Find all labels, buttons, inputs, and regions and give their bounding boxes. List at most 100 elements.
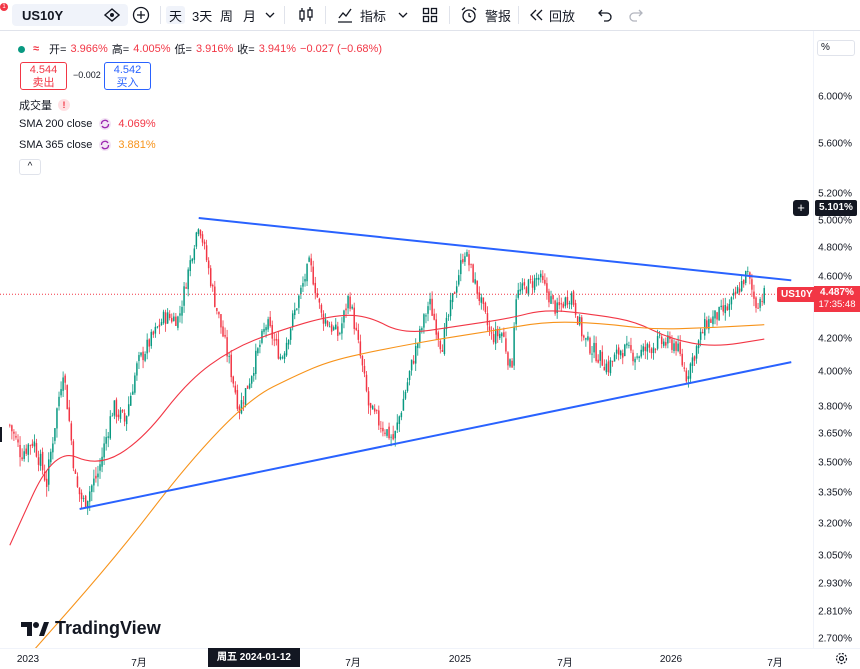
sma365-indicator-row[interactable]: SMA 365 close 3.881% [19, 138, 156, 152]
candle-body [279, 356, 282, 359]
candle-body [132, 391, 134, 395]
candle-body [134, 375, 136, 393]
sell-price: 4.544 [29, 64, 58, 76]
candle-body [556, 302, 558, 314]
price-axis-label: 3.500% [818, 457, 852, 469]
candle-body [195, 232, 198, 247]
candle-body [406, 382, 409, 392]
chevron-down-icon[interactable] [398, 11, 408, 19]
candle-body [312, 266, 314, 285]
indicators-icon[interactable] [336, 6, 354, 24]
candle-body [25, 448, 27, 454]
refresh-icon[interactable] [98, 138, 112, 152]
chevron-down-icon[interactable] [265, 11, 275, 19]
low-label: 低= [174, 44, 192, 56]
candle-body [207, 260, 210, 269]
sma365-value: 3.881% [118, 139, 156, 151]
symbol-price-tag: US10Y [777, 287, 817, 302]
candle-body [62, 377, 64, 391]
candle-body [68, 407, 71, 421]
warning-icon[interactable]: ! [58, 99, 70, 111]
scale-mode-button[interactable]: % [817, 40, 855, 56]
notification-badge[interactable]: 1 [0, 3, 8, 11]
candle-body [581, 317, 583, 337]
candle-body [339, 333, 341, 334]
candle-body [443, 328, 446, 355]
candle-body [695, 346, 698, 359]
timeframe-month[interactable]: 月 [243, 8, 257, 24]
candle-body [591, 353, 593, 355]
candle-body [636, 356, 638, 358]
candle-body [265, 327, 267, 331]
candle-body [371, 405, 374, 410]
candle-body [97, 473, 99, 478]
gear-icon[interactable] [835, 652, 848, 665]
volume-label: 成交量 [19, 100, 52, 112]
alert-button[interactable]: 警报 [485, 8, 512, 24]
candle-body [480, 297, 483, 303]
tradingview-logo[interactable]: TradingView [21, 618, 161, 639]
eye-icon[interactable] [104, 8, 120, 22]
candle-body [320, 304, 323, 313]
candle-body [269, 316, 271, 326]
timeframe-3d[interactable]: 3天 [192, 8, 213, 24]
candle-body [447, 315, 450, 317]
layout-grid-icon[interactable] [422, 7, 438, 23]
candle-body [494, 328, 497, 344]
indicators-button[interactable]: 指标 [360, 8, 387, 24]
timeframe-week[interactable]: 周 [220, 8, 234, 24]
candle-body [296, 308, 298, 310]
candle-body [82, 498, 85, 499]
candle-body [19, 444, 21, 458]
timeframe-1d[interactable]: 天 [166, 6, 186, 24]
candle-body [373, 408, 376, 412]
candle-body [699, 331, 702, 340]
candle-body [142, 351, 144, 361]
candle-body [515, 299, 517, 325]
price-axis-label: 4.200% [818, 333, 852, 345]
candle-body [706, 320, 708, 329]
replay-button[interactable]: 回放 [549, 8, 576, 24]
refresh-icon[interactable] [98, 117, 112, 131]
candle-body [542, 275, 544, 281]
candle-body [347, 295, 349, 309]
buy-price: 4.542 [113, 64, 142, 76]
candle-body [298, 295, 300, 308]
candle-body [423, 314, 425, 328]
plus-circle-icon[interactable] [132, 6, 150, 24]
symbol-search-button[interactable]: US10Y [12, 4, 128, 26]
candle-body [568, 303, 571, 304]
add-crosshair-plus-icon[interactable]: + [793, 200, 809, 216]
redo-icon[interactable] [628, 8, 644, 22]
market-status-dot [18, 45, 25, 53]
sell-button[interactable]: 4.544 卖出 [20, 62, 67, 90]
price-axis[interactable]: 6.000% 5.600% 5.200% 5.000% 4.800% 4.600% 4.20… [813, 31, 860, 648]
price-axis-label: 5.600% [818, 138, 852, 150]
sma200-indicator-row[interactable]: SMA 200 close 4.069% [19, 117, 156, 131]
candle-body [638, 356, 640, 358]
volume-indicator-row[interactable]: 成交量 ! [19, 97, 70, 113]
replay-icon[interactable] [528, 8, 544, 22]
candle-body [501, 333, 503, 337]
candle-body [595, 343, 597, 362]
candle-body [93, 478, 95, 486]
candle-body [433, 313, 435, 320]
candle-body [716, 312, 718, 320]
time-axis[interactable]: 2023 7月 7月 2025 7月 2026 7月 [0, 648, 860, 669]
candle-body [33, 441, 36, 447]
candle-body [458, 275, 460, 285]
candle-body [70, 423, 73, 441]
candle-body [550, 296, 552, 304]
price-chart[interactable] [0, 31, 813, 648]
candles-icon[interactable] [297, 6, 315, 24]
candle-body [451, 293, 454, 303]
collapse-legend-button[interactable]: ^ [19, 159, 41, 175]
alarm-clock-icon[interactable] [460, 6, 478, 24]
undo-icon[interactable] [597, 8, 613, 22]
candle-body [259, 344, 261, 347]
candle-body [369, 403, 372, 408]
buy-button[interactable]: 4.542 买入 [104, 62, 151, 90]
candle-body [720, 305, 722, 308]
candle-body [330, 324, 333, 332]
candle-body [617, 347, 620, 355]
